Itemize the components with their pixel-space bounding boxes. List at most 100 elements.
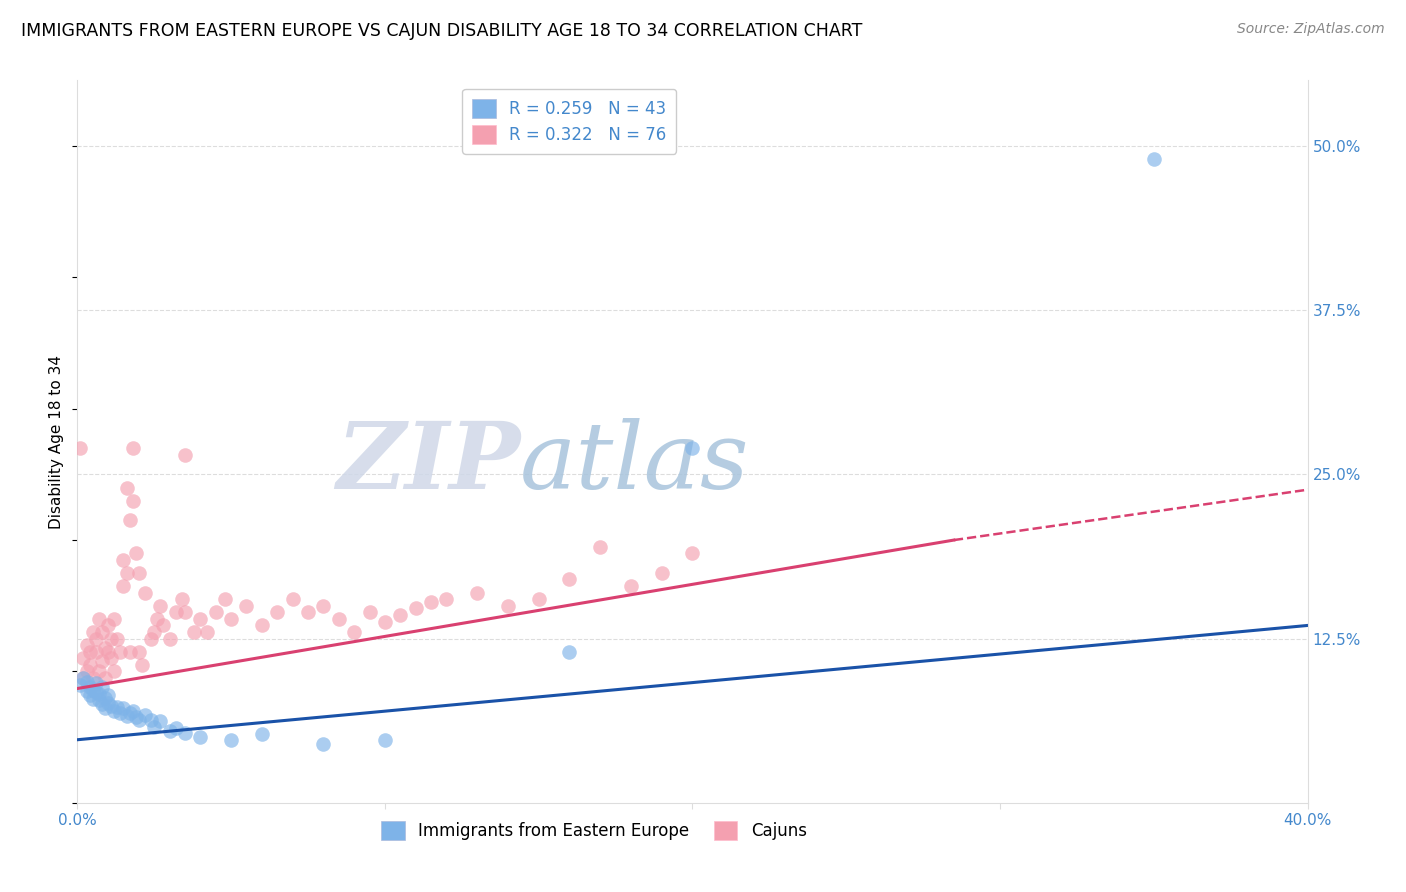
Point [496,599,519,613]
Point [128,566,150,580]
Point [143,720,166,734]
Point [121,441,143,455]
Point [159,632,181,646]
Y-axis label: Disability Age 18 to 34: Disability Age 18 to 34 [49,354,65,529]
Point [128,645,150,659]
Text: Source: ZipAtlas.com: Source: ZipAtlas.com [1237,22,1385,37]
Point [69,441,91,455]
Point [112,701,135,715]
Point [297,605,319,619]
Point [90,680,114,694]
Point [159,723,181,738]
Point [97,688,120,702]
Point [620,579,643,593]
Point [84,685,107,699]
Point [149,714,172,729]
Point [374,732,396,747]
Point [128,713,150,727]
Point [134,707,156,722]
Point [118,706,141,721]
Point [79,645,101,659]
Text: atlas: atlas [520,418,749,508]
Point [112,579,135,593]
Point [527,592,550,607]
Point [188,612,212,626]
Point [204,605,226,619]
Point [110,645,132,659]
Point [97,696,120,710]
Point [84,645,107,659]
Point [1143,152,1166,166]
Point [343,625,366,640]
Point [84,632,107,646]
Point [72,671,94,685]
Point [359,605,381,619]
Point [141,713,163,727]
Point [97,618,120,632]
Point [170,592,193,607]
Point [76,684,98,698]
Point [214,592,236,607]
Point [188,730,212,744]
Point [87,687,110,701]
Point [90,698,114,712]
Point [103,612,125,626]
Point [84,676,107,690]
Point [94,690,117,705]
Point [465,585,488,599]
Point [82,671,104,685]
Point [115,481,138,495]
Point [436,592,458,607]
Point [165,605,187,619]
Point [152,618,174,632]
Point [87,612,110,626]
Point [105,699,128,714]
Point [112,553,135,567]
Point [589,540,612,554]
Point [183,625,205,640]
Point [281,592,304,607]
Point [79,688,101,702]
Point [90,654,114,668]
Point [87,693,110,707]
Point [72,671,94,685]
Text: IMMIGRANTS FROM EASTERN EUROPE VS CAJUN DISABILITY AGE 18 TO 34 CORRELATION CHAR: IMMIGRANTS FROM EASTERN EUROPE VS CAJUN … [21,22,862,40]
Point [100,698,122,713]
Point [121,704,143,718]
Point [94,701,117,715]
Point [76,638,98,652]
Point [328,612,350,626]
Point [97,645,120,659]
Point [69,677,91,691]
Point [312,737,335,751]
Point [682,546,704,560]
Point [103,665,125,679]
Point [100,651,122,665]
Point [235,599,257,613]
Point [250,618,273,632]
Point [219,612,242,626]
Point [82,682,104,697]
Point [141,632,163,646]
Point [651,566,673,580]
Point [76,665,98,679]
Point [118,513,141,527]
Point [131,657,153,672]
Point [94,671,117,685]
Point [103,704,125,718]
Point [558,645,581,659]
Point [105,632,128,646]
Point [79,657,101,672]
Legend: Immigrants from Eastern Europe, Cajuns: Immigrants from Eastern Europe, Cajuns [373,813,815,848]
Point [266,605,288,619]
Text: ZIP: ZIP [336,418,520,508]
Point [389,607,412,622]
Point [110,706,132,721]
Point [121,493,143,508]
Point [682,441,704,455]
Point [115,709,138,723]
Point [76,675,98,690]
Point [374,615,396,629]
Point [420,595,443,609]
Point [195,625,218,640]
